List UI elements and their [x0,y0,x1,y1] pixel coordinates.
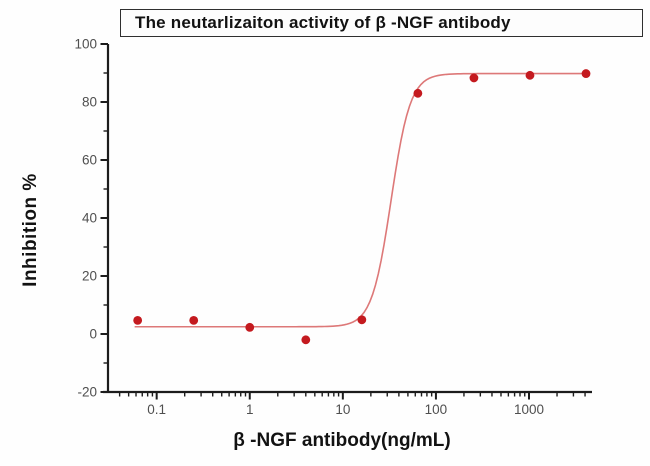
data-point [189,315,199,325]
x-tick-label: 1 [246,402,254,417]
data-point [301,335,311,345]
y-axis-ticks: -20 0 20 40 60 80 100 [74,37,108,400]
y-tick-label: 60 [82,153,97,168]
chart-title: The neutarlizaiton activity of β -NGF an… [135,13,511,32]
x-axis-ticks: 0.1 1 10 100 1000 [118,392,586,417]
data-point [469,73,479,83]
x-tick-label: 100 [425,402,448,417]
y-tick-label: 40 [82,211,97,226]
x-tick-label: 1000 [514,402,544,417]
x-axis-title: β -NGF antibody(ng/mL) [233,430,451,451]
y-tick-label: 80 [82,95,97,110]
data-point [133,315,143,325]
data-point [525,70,535,80]
y-axis-title: Inhibition % [20,173,41,287]
y-tick-label: 0 [89,327,97,342]
data-point [413,88,423,98]
data-point [245,322,255,332]
fit-curve-group [134,72,588,328]
data-point [357,315,367,325]
data-point [581,69,591,78]
axes [103,44,592,394]
y-tick-label: -20 [77,385,97,400]
x-tick-label: 0.1 [147,402,166,417]
x-tick-label: 10 [335,402,350,417]
chart-title-box: The neutarlizaiton activity of β -NGF an… [120,9,643,37]
data-points [133,69,591,345]
fit-curve [134,72,588,328]
y-tick-label: 100 [74,37,97,52]
y-tick-label: 20 [82,269,97,284]
